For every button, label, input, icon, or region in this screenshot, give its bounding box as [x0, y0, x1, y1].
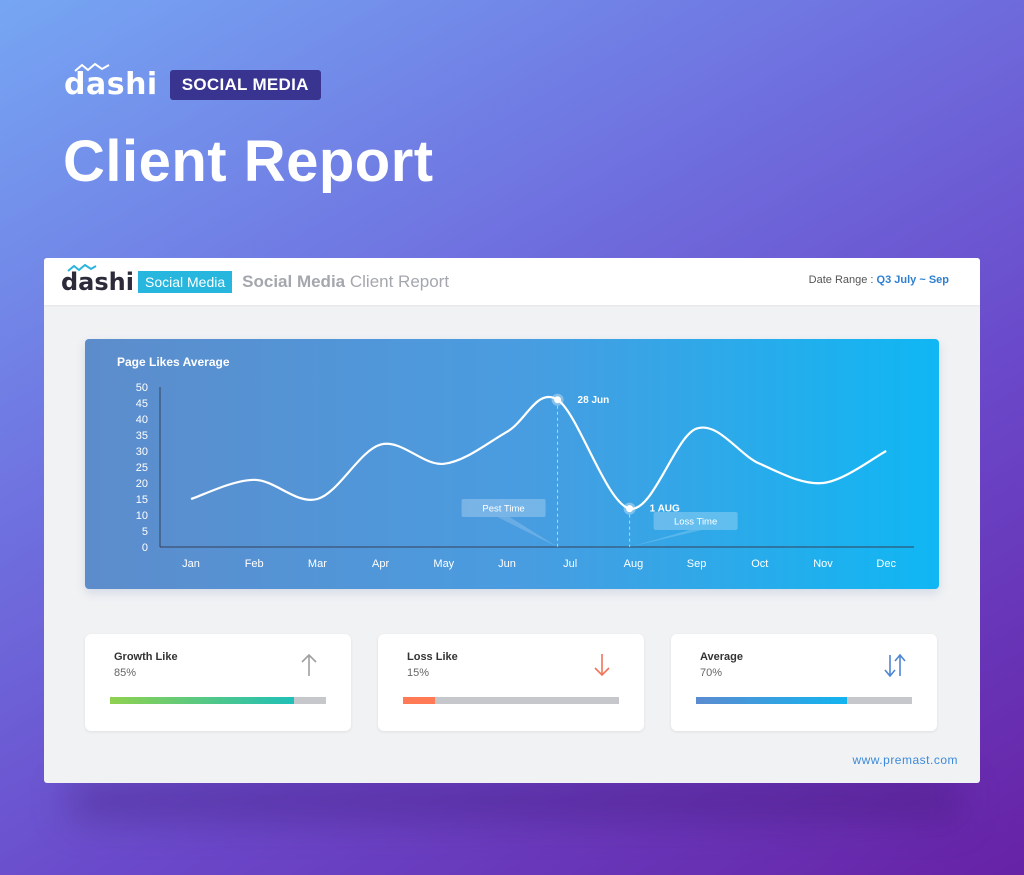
- line-chart-svg: 0 5 10 15 20 25 30 35 40 45 50 Jan Feb Mar Apr May Jun Ju…: [136, 382, 914, 570]
- x-tick-label: Sep: [687, 558, 707, 570]
- progress-track: [696, 697, 912, 704]
- page-title: Client Report: [63, 129, 434, 194]
- y-tick-label: 50: [136, 382, 148, 394]
- y-tick-label: 15: [136, 494, 148, 506]
- x-tick-label: Apr: [372, 558, 389, 570]
- stat-label: Average: [700, 651, 744, 663]
- report-card: dashi Social Media Social Media Client R…: [44, 258, 980, 783]
- hero-brand: dashi SOCIAL MEDIA: [64, 63, 321, 102]
- dashi-logo: dashi: [64, 63, 158, 102]
- progress-track: [403, 697, 619, 704]
- progress-track: [110, 697, 326, 704]
- stat-card-growth: Growth Like 85%: [85, 634, 351, 731]
- annotation-point: [554, 396, 562, 404]
- y-tick-label: 10: [136, 510, 148, 522]
- x-tick-label: Aug: [624, 558, 644, 570]
- y-tick-label: 0: [142, 542, 148, 554]
- arrow-down-icon: [594, 654, 610, 677]
- card-shadow: [70, 780, 960, 820]
- stat-label: Growth Like: [114, 651, 178, 663]
- y-tick-label: 20: [136, 478, 148, 490]
- callout-pointer: [497, 517, 558, 547]
- stat-value: 15%: [407, 667, 430, 679]
- y-tick-label: 35: [136, 430, 148, 442]
- likes-line: [190, 396, 887, 510]
- x-tick-label: Oct: [751, 558, 768, 570]
- dashi-logo-small: dashi: [61, 263, 134, 296]
- x-tick-label: Feb: [245, 558, 264, 570]
- x-tick-label: May: [433, 558, 454, 570]
- stat-value: 70%: [700, 667, 723, 679]
- progress-fill: [110, 697, 294, 704]
- arrows-updown-icon: [884, 653, 906, 678]
- callout-pointer: [629, 530, 702, 547]
- x-tick-label: Jun: [498, 558, 516, 570]
- stat-value: 85%: [114, 667, 137, 679]
- callout-label: Pest Time: [482, 504, 524, 515]
- callout-box: [461, 499, 546, 517]
- report-title: Social Media Client Report: [242, 272, 449, 292]
- annotation-point: [626, 505, 634, 513]
- brand-text: dashi: [64, 67, 158, 102]
- callout-label: Loss Time: [674, 517, 717, 528]
- x-tick-label: Jan: [182, 558, 200, 570]
- report-header: dashi Social Media Social Media Client R…: [44, 258, 980, 305]
- y-tick-label: 40: [136, 414, 148, 426]
- chart-title: Page Likes Average: [117, 355, 230, 369]
- social-media-badge: Social Media: [137, 270, 233, 293]
- x-tick-label: Nov: [813, 558, 833, 570]
- x-tick-label: Jul: [563, 558, 577, 570]
- progress-fill: [696, 697, 848, 704]
- date-range: Date Range : Q3 July ~ Sep: [809, 274, 949, 286]
- annotation-point-label: 1 AUG: [650, 504, 680, 515]
- report-title-bold: Social Media: [242, 271, 346, 291]
- brand-text-small: dashi: [61, 267, 134, 296]
- y-tick-label: 45: [136, 398, 148, 410]
- stat-card-loss: Loss Like 15%: [378, 634, 644, 731]
- report-title-rest: Client Report: [349, 271, 450, 291]
- y-tick-label: 5: [142, 526, 148, 538]
- arrow-up-icon: [301, 653, 317, 676]
- x-tick-label: Dec: [876, 558, 896, 570]
- stat-label: Loss Like: [407, 651, 458, 663]
- x-tick-label: Mar: [308, 558, 327, 570]
- website-link[interactable]: www.premast.com: [852, 753, 958, 767]
- y-tick-label: 25: [136, 462, 148, 474]
- page-likes-chart: Page Likes Average 0 5 10 15 20 25 30 35 40 45 50 J…: [85, 339, 939, 589]
- annotation-point-label: 28 Jun: [578, 395, 610, 406]
- y-tick-label: 30: [136, 446, 148, 458]
- date-range-label: Date Range :: [808, 274, 874, 286]
- category-badge: SOCIAL MEDIA: [169, 70, 321, 100]
- callout-box: [653, 512, 738, 530]
- date-range-value: Q3 July ~ Sep: [876, 274, 949, 286]
- stat-card-average: Average 70%: [671, 634, 937, 731]
- progress-fill: [403, 697, 436, 704]
